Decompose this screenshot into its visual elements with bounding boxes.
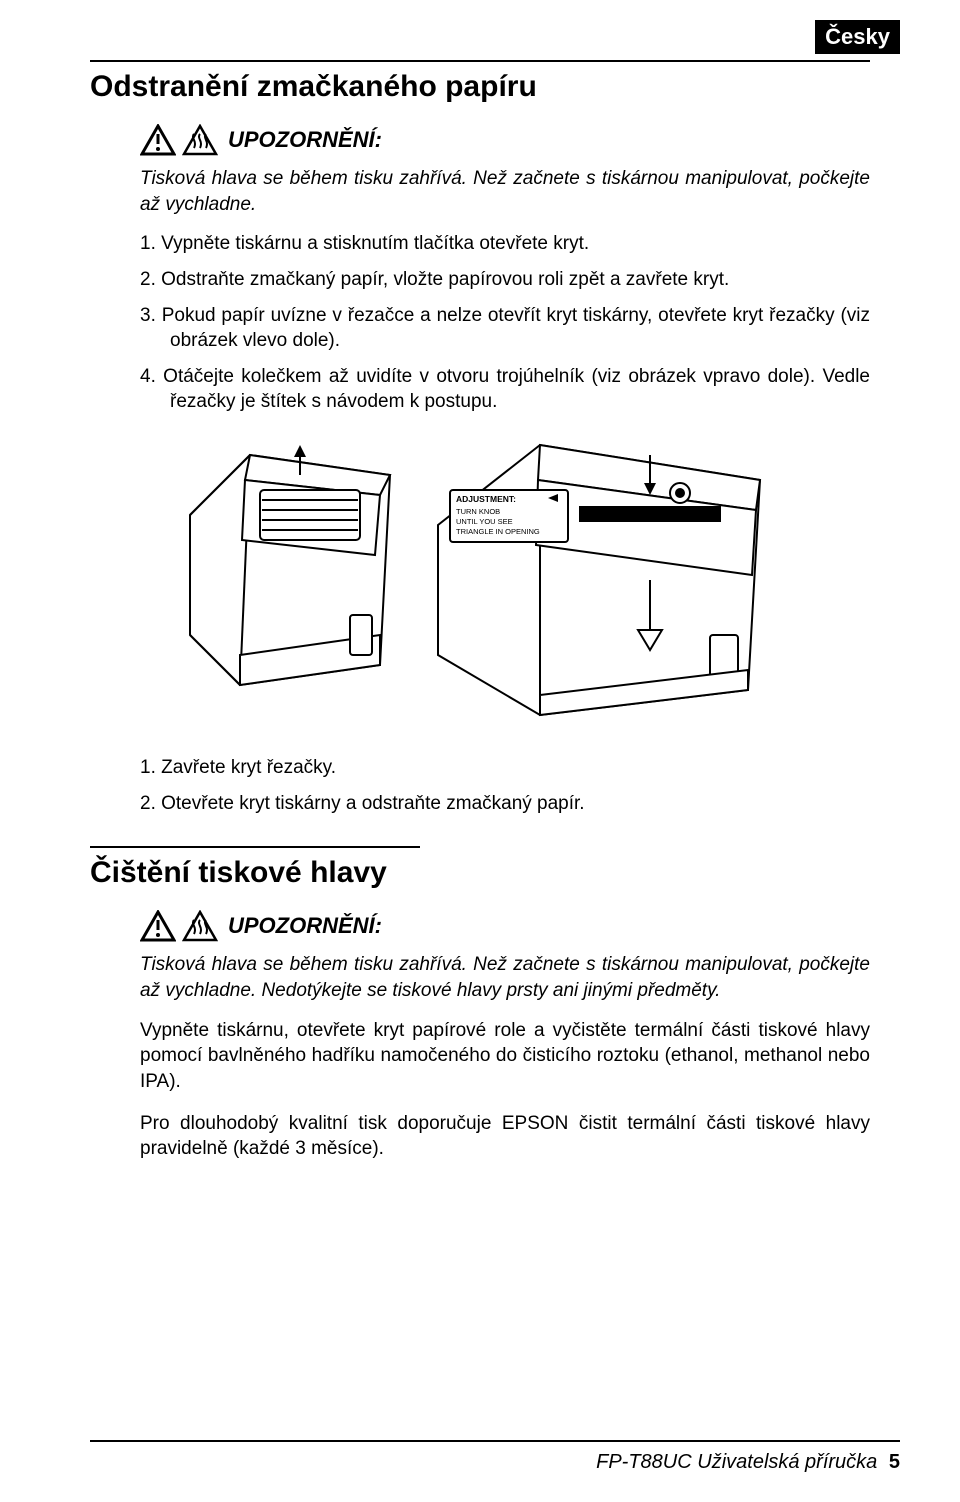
step-item: 1. Vypněte tiskárnu a stisknutím tlačítk…	[140, 231, 870, 257]
warning-label: UPOZORNĚNÍ:	[228, 127, 382, 153]
warning-triangle-icon	[140, 910, 176, 942]
footer-page: 5	[889, 1451, 900, 1473]
language-badge: Česky	[815, 20, 900, 54]
svg-text:TURN KNOB: TURN KNOB	[456, 507, 500, 516]
warning-text-2: Tisková hlava se během tisku zahřívá. Ne…	[140, 952, 870, 1003]
step-item: 2. Odstraňte zmačkaný papír, vložte papí…	[140, 267, 870, 293]
figure: ADJUSTMENT: TURN KNOB UNTIL YOU SEE TRIA…	[180, 435, 870, 725]
step-item: 3. Pokud papír uvízne v řezačce a nelze …	[140, 303, 870, 354]
hot-surface-icon	[182, 910, 218, 942]
footer: FP-T88UC Uživatelská příručka 5	[596, 1451, 900, 1474]
warning-header: UPOZORNĚNÍ:	[140, 910, 870, 942]
figure-label-title: ADJUSTMENT:	[456, 494, 516, 504]
step-item: 4. Otáčejte kolečkem až uvidíte v otvoru…	[140, 364, 870, 415]
section2-para1: Vypněte tiskárnu, otevřete kryt papírové…	[140, 1018, 870, 1095]
warning-label: UPOZORNĚNÍ:	[228, 913, 382, 939]
warning-text-1: Tisková hlava se během tisku zahřívá. Ne…	[140, 166, 870, 217]
warning-triangle-icon	[140, 124, 176, 156]
section-rule	[90, 846, 420, 848]
footer-doc: FP-T88UC Uživatelská příručka	[596, 1451, 877, 1473]
section2-title: Čištění tiskové hlavy	[90, 856, 870, 890]
page: Česky Odstranění zmačkaného papíru UPOZO…	[0, 0, 960, 1502]
printer-right-illustration: ADJUSTMENT: TURN KNOB UNTIL YOU SEE TRIA…	[430, 435, 770, 725]
step-item: 2. Otevřete kryt tiskárny a odstraňte zm…	[140, 791, 870, 817]
printer-left-illustration	[180, 435, 400, 695]
steps-b: 1. Zavřete kryt řezačky. 2. Otevřete kry…	[140, 755, 870, 816]
svg-text:TRIANGLE IN OPENING: TRIANGLE IN OPENING	[456, 527, 540, 536]
step-item: 1. Zavřete kryt řezačky.	[140, 755, 870, 781]
hot-surface-icon	[182, 124, 218, 156]
svg-text:UNTIL YOU SEE: UNTIL YOU SEE	[456, 517, 513, 526]
footer-rule	[90, 1440, 900, 1442]
steps-a: 1. Vypněte tiskárnu a stisknutím tlačítk…	[140, 231, 870, 415]
section2-para2: Pro dlouhodobý kvalitní tisk doporučuje …	[140, 1111, 870, 1162]
section1-title: Odstranění zmačkaného papíru	[90, 70, 870, 104]
section-rule	[90, 60, 870, 62]
warning-header: UPOZORNĚNÍ:	[140, 124, 870, 156]
